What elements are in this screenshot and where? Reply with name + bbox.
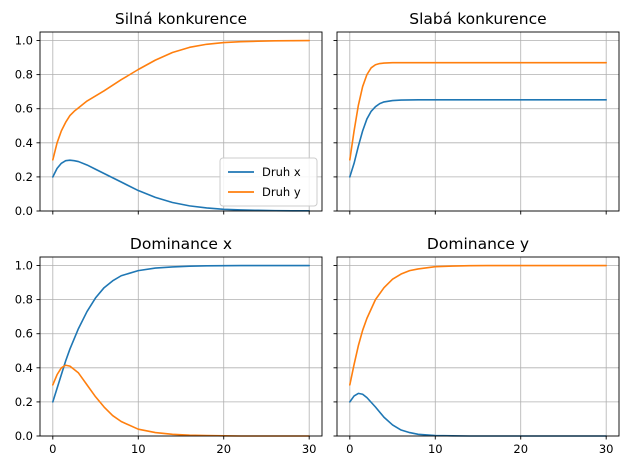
y-tick-label: 0.0 xyxy=(15,204,33,218)
series-line-druh-x xyxy=(349,99,607,178)
subplot-3: 0 10 20 30 0.0 0.2 0.4 0.6 0.8 1.0 Dominance x xyxy=(15,235,323,456)
y-tick-label: 0.8 xyxy=(15,293,33,307)
y-tick-label: 0.4 xyxy=(15,361,33,375)
axes-frame xyxy=(39,256,323,437)
y-tick-label: 0.4 xyxy=(15,136,33,150)
x-tick-label: 0 xyxy=(346,442,353,456)
y-tick-label: 0.6 xyxy=(15,327,33,341)
series-line-druh-y xyxy=(349,61,607,161)
y-tick-label: 0.6 xyxy=(15,102,33,116)
x-tick-label: 30 xyxy=(599,442,614,456)
subplot-title: Silná konkurence xyxy=(115,10,247,28)
subplot-4: 0 10 20 30 Dominance y xyxy=(333,235,620,456)
subplot-title: Dominance y xyxy=(427,235,529,253)
series-line-druh-y xyxy=(52,39,310,161)
legend-label-druh-y: Druh y xyxy=(262,185,301,199)
series-line-druh-y xyxy=(52,364,310,437)
x-tick-label: 20 xyxy=(216,442,231,456)
y-tick-label: 0.2 xyxy=(15,170,33,184)
y-tick-label: 0.8 xyxy=(15,68,33,82)
axes-frame xyxy=(39,31,323,212)
legend-label-druh-x: Druh x xyxy=(262,165,301,179)
series-line-druh-y xyxy=(349,264,607,386)
x-tick-label: 10 xyxy=(428,442,443,456)
axes-frame xyxy=(336,256,620,437)
y-tick-label: 1.0 xyxy=(15,34,33,48)
x-tick-label: 0 xyxy=(49,442,56,456)
x-tick-label: 20 xyxy=(513,442,528,456)
subplot-1: 0.0 0.2 0.4 0.6 0.8 1.0 Silná konkurence Druh x… xyxy=(15,10,323,218)
x-tick-label: 10 xyxy=(131,442,146,456)
legend: Druh x Druh y xyxy=(219,157,318,207)
y-tick-label: 0.2 xyxy=(15,395,33,409)
legend-box xyxy=(219,157,318,207)
series-line-druh-x xyxy=(52,264,310,403)
subplot-title: Dominance x xyxy=(130,235,232,253)
axes-frame xyxy=(336,31,620,212)
series-line-druh-x xyxy=(349,392,607,437)
subplot-2: Slabá konkurence xyxy=(333,10,620,215)
x-tick-label: 30 xyxy=(302,442,317,456)
y-tick-label: 0.0 xyxy=(15,429,33,443)
y-tick-label: 1.0 xyxy=(15,259,33,273)
subplot-title: Slabá konkurence xyxy=(409,10,546,28)
series-line-druh-x xyxy=(52,159,310,212)
